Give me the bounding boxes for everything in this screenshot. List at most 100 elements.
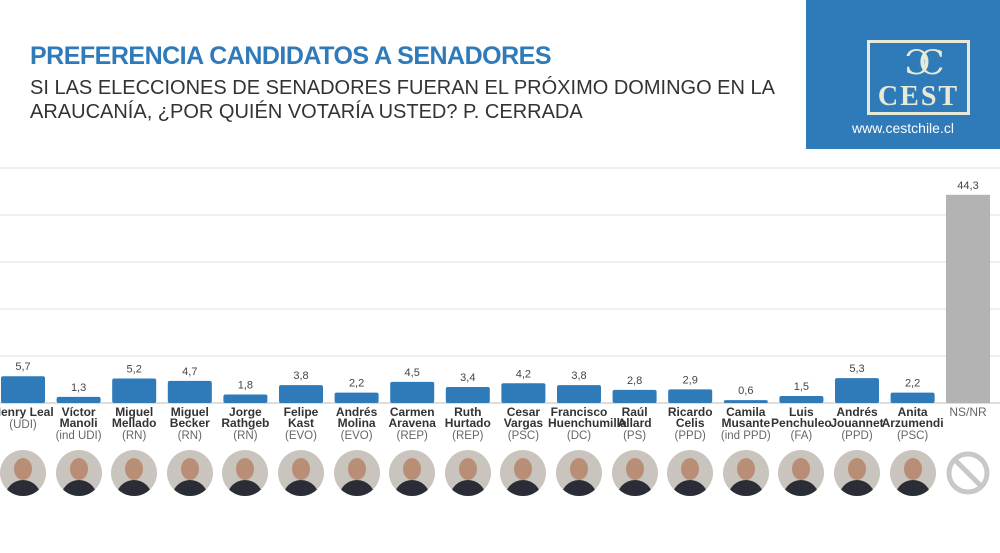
candidate-label: Andrés Molina (EVO) <box>326 405 388 442</box>
candidate-label: Ruth Hurtado (REP) <box>437 405 499 442</box>
data-label: 5,3 <box>849 363 864 375</box>
candidate-name: Víctor Manoli <box>59 405 98 430</box>
candidate-name: Luis Penchuleo <box>771 405 832 430</box>
bar <box>56 396 101 403</box>
candidate-label: Ricardo Celis (PPD) <box>659 405 721 442</box>
candidate-photo <box>611 450 658 496</box>
candidate-name: Ricardo Celis <box>667 405 713 430</box>
logo-cc-mark: ƆC <box>904 43 944 83</box>
candidate-name: Henry Leal <box>0 405 54 419</box>
candidate-name: Andrés Molina <box>335 405 378 430</box>
candidate-party: (FA) <box>790 430 813 442</box>
candidate-label: Andrés Jouannet (PPD) <box>826 405 888 442</box>
candidate-photo <box>834 450 880 496</box>
candidate-label: Luis Penchuleo (FA) <box>770 405 832 442</box>
chart-title: PREFERENCIA CANDIDATOS A SENADORES <box>30 42 552 70</box>
candidate-photo <box>222 450 269 496</box>
data-label: 5,7 <box>15 361 30 373</box>
candidate-name: Ruth Hurtado <box>444 405 491 430</box>
logo-box: ƆC CEST <box>867 40 970 115</box>
candidate-photo <box>389 450 436 496</box>
candidate-label: Francisco Huenchumilla (DC) <box>548 406 627 442</box>
candidate-party: (UDI) <box>9 419 37 431</box>
candidate-party: (ind UDI) <box>55 430 102 442</box>
data-label: 0,6 <box>738 385 753 397</box>
bar <box>223 394 268 403</box>
bar <box>445 387 490 403</box>
candidate-party: (RN) <box>122 430 147 442</box>
bar <box>779 395 824 403</box>
cest-logo: ƆC CEST www.cestchile.cl <box>806 0 1000 149</box>
candidate-label: Cesar Vargas (PSC) <box>492 405 554 442</box>
no-answer-icon <box>945 450 991 496</box>
bar <box>946 194 990 403</box>
candidate-party: (PSC) <box>896 430 929 442</box>
bar <box>112 378 157 403</box>
candidate-party: (PPD) <box>841 430 873 442</box>
data-label: 3,8 <box>293 370 308 382</box>
bar <box>890 392 935 403</box>
candidate-photo <box>278 450 324 496</box>
candidate-party: (ind PPD) <box>720 430 771 442</box>
candidate-name: Andrés Jouannet <box>830 405 884 430</box>
candidate-name: Felipe Kast <box>283 405 319 430</box>
candidate-party: (DC) <box>566 430 592 442</box>
candidate-photo <box>722 450 769 496</box>
bar <box>390 381 435 403</box>
candidate-party: (REP) <box>396 430 428 442</box>
candidate-name: Anita Arzumendi <box>881 405 944 430</box>
bar <box>723 400 768 403</box>
candidate-photo <box>111 450 158 496</box>
candidate-party: (PPD) <box>674 430 706 442</box>
data-label: 1,5 <box>794 381 809 393</box>
data-label: 2,2 <box>905 378 920 390</box>
bar <box>279 385 323 403</box>
bar <box>334 392 379 403</box>
candidate-name: NS/NR <box>949 405 987 419</box>
candidate-name: Francisco Huenchumilla <box>548 405 627 430</box>
data-label: 4,2 <box>516 368 531 380</box>
logo-text: CEST <box>877 81 960 112</box>
data-label: 2,2 <box>349 378 364 390</box>
candidate-photo <box>500 450 547 496</box>
logo-url[interactable]: www.cestchile.cl <box>852 120 954 136</box>
candidate-photo <box>667 450 714 496</box>
candidate-party: (REP) <box>452 430 484 442</box>
candidate-party: (PSC) <box>507 430 540 442</box>
data-label: 2,8 <box>627 375 642 387</box>
candidate-label: Henry Leal(UDI) <box>0 405 54 431</box>
data-label: 3,4 <box>460 372 475 384</box>
candidate-party: (EVO) <box>340 430 373 442</box>
candidate-party: (PS) <box>623 430 647 442</box>
candidate-photo <box>889 450 936 496</box>
bar <box>612 389 657 403</box>
candidate-name: Carmen Aravena <box>388 405 436 430</box>
data-label: 4,5 <box>405 367 420 379</box>
candidate-label: Carmen Aravena (REP) <box>381 405 443 442</box>
candidate-photo <box>333 450 380 496</box>
chart-subtitle: SI LAS ELECCIONES DE SENADORES FUERAN EL… <box>30 77 774 123</box>
bar <box>1 376 45 403</box>
data-label: 2,9 <box>683 374 698 386</box>
candidate-label: NS/NR <box>937 405 999 419</box>
bar <box>668 389 713 403</box>
candidate-photo <box>166 450 213 496</box>
data-label: 44,3 <box>957 180 978 192</box>
bar <box>557 385 601 403</box>
candidate-name: Camila Musante <box>721 405 771 430</box>
candidate-label: Miguel Mellado (RN) <box>103 405 165 442</box>
candidate-party: (RN) <box>233 430 258 442</box>
candidate-party: (EVO) <box>285 430 317 442</box>
candidate-photo <box>444 450 491 496</box>
candidate-name: Raúl Allard <box>617 405 652 430</box>
candidate-name: Miguel Mellado <box>111 405 157 430</box>
candidate-photo <box>556 450 602 496</box>
data-label: 5,2 <box>127 364 142 376</box>
candidate-name: Miguel Becker <box>169 405 210 430</box>
candidate-label: Jorge Rathgeb (RN) <box>214 406 276 442</box>
candidate-name: Cesar Vargas <box>503 405 544 430</box>
candidate-label: Anita Arzumendi (PSC) <box>881 405 944 442</box>
candidate-label: Víctor Manoli (ind UDI) <box>48 405 110 442</box>
candidate-photo <box>778 450 825 496</box>
